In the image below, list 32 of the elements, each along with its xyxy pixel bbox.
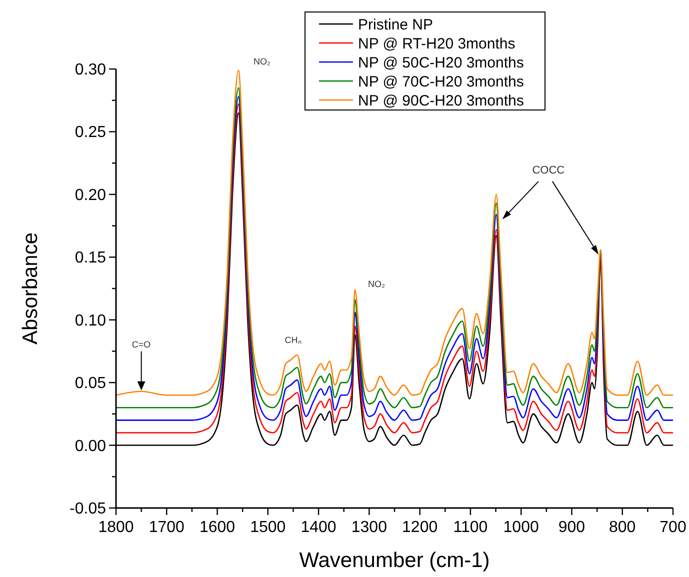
y-axis-title: Absorbance [19,232,42,345]
legend-label: NP @ RT-H20 3months [358,36,516,52]
x-tick-label: 1600 [199,519,236,536]
x-tick-label: 1400 [300,519,336,536]
annotation: CHₙ [284,334,302,345]
x-tick-label: 900 [558,519,586,536]
legend-label: NP @ 50C-H20 3months [358,54,524,72]
y-tick-label: 0.15 [74,250,106,267]
x-tick-label: 700 [660,519,686,536]
y-tick-label: 0.30 [74,62,106,78]
annotation: NO₂ [368,278,386,289]
y-tick-label: 0.10 [74,312,106,330]
x-tick-label: 1300 [351,519,388,536]
y-tick-label: 0.05 [74,375,106,392]
legend-label: Pristine NP [358,16,434,34]
legend-label: NP @ 70C-H20 3months [358,74,524,90]
x-tick-label: 1000 [503,519,539,536]
x-tick-label: 1500 [250,519,286,536]
annotation: NO₂ [254,56,272,66]
y-tick-label: 0.25 [74,124,106,142]
y-tick-label: 0.00 [74,438,106,455]
x-axis-title: Wavenumber (cm-1) [299,549,490,572]
annotation: COCC [532,164,565,176]
x-tick-label: 1800 [98,519,134,536]
annotation: C=O [132,339,151,350]
y-tick-label: -0.05 [70,500,106,518]
x-tick-label: 1200 [402,519,438,536]
y-tick-label: 0.20 [74,186,106,204]
x-tick-label: 800 [609,519,636,536]
x-tick-label: 1700 [148,519,185,536]
legend-label: NP @ 90C-H20 3months [358,92,524,110]
x-tick-label: 1100 [453,519,488,536]
